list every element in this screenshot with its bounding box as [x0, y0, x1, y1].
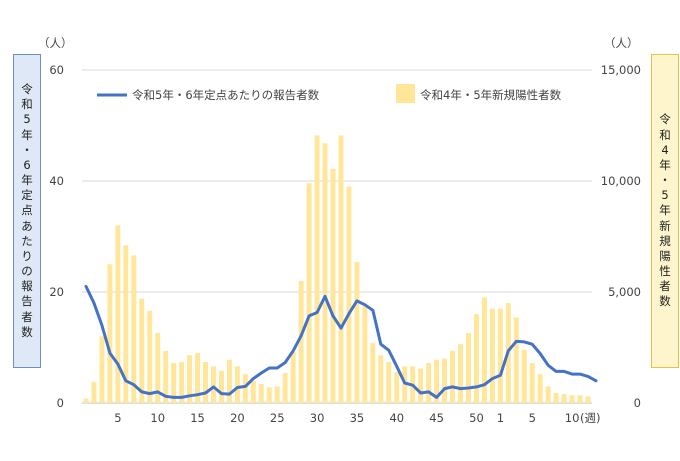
bar — [513, 317, 519, 403]
x-tick-label: 10 — [150, 411, 165, 425]
right-tick-label: 5,000 — [608, 285, 641, 299]
bar — [155, 333, 161, 403]
bar — [450, 350, 456, 403]
bar — [330, 168, 336, 403]
x-tick-label: 45 — [429, 411, 444, 425]
bar — [282, 373, 288, 403]
left-tick-label: 0 — [57, 396, 64, 410]
bar — [354, 262, 360, 403]
bar — [418, 368, 424, 403]
bar — [298, 280, 304, 403]
bar — [147, 310, 153, 403]
bar — [226, 359, 232, 403]
bar — [362, 306, 368, 403]
left-tick-label: 40 — [49, 174, 64, 188]
bar — [370, 343, 376, 403]
x-tick-label: 25 — [270, 411, 285, 425]
bar — [481, 297, 487, 403]
legend: 令和5年・6年定点あたりの報告者数 令和4年・5年新規陽性者数 — [97, 84, 562, 103]
x-tick-label: 5 — [529, 411, 536, 425]
bar — [394, 371, 400, 403]
bar — [386, 361, 392, 403]
x-tick-label: 40 — [389, 411, 404, 425]
bar — [115, 225, 121, 403]
bar — [218, 370, 224, 403]
bar — [378, 355, 384, 403]
bar — [306, 183, 312, 403]
bar — [426, 363, 432, 403]
bar — [139, 298, 145, 403]
line-series — [84, 284, 598, 399]
bar — [585, 396, 591, 403]
bar — [569, 395, 575, 403]
right-axis-title-box: 令和 4 年・ 5 年新規陽性者数 — [651, 54, 679, 368]
bar — [314, 135, 320, 404]
bar — [402, 366, 408, 403]
right-unit-label: （人） — [604, 36, 639, 50]
bar — [322, 143, 328, 403]
bar — [211, 366, 216, 403]
bar — [234, 366, 240, 403]
left-unit-label: （人） — [38, 36, 73, 50]
legend-line-label: 令和5年・6年定点あたりの報告者数 — [132, 88, 320, 102]
bar — [107, 264, 113, 403]
bar — [466, 333, 471, 403]
bar — [545, 386, 551, 403]
bar — [187, 355, 193, 403]
bar — [99, 336, 105, 403]
bar — [442, 358, 448, 403]
bar — [258, 384, 264, 403]
right-tick-label: 0 — [634, 396, 641, 410]
bar — [203, 361, 208, 403]
bar — [537, 374, 543, 403]
right-tick-label: 15,000 — [601, 63, 641, 77]
left-axis-title-box: 令和 5 年・ 6 年定点あたりの報告者数 — [13, 54, 41, 368]
bar — [561, 394, 567, 403]
x-tick-label: 50 — [469, 411, 484, 425]
bar — [458, 344, 463, 403]
left-tick-label: 60 — [49, 63, 64, 77]
bar — [434, 359, 440, 403]
bar — [195, 353, 201, 403]
right-axis-ticks: 0 5,000 10,000 15,000 — [601, 63, 641, 410]
bar — [497, 308, 503, 403]
legend-bar-swatch — [396, 84, 415, 103]
x-unit-label: (週) — [580, 411, 600, 425]
left-axis-ticks: 0 20 40 60 — [49, 63, 64, 410]
bar-series — [83, 135, 591, 404]
bar — [553, 393, 559, 403]
bar — [346, 186, 352, 403]
bar — [83, 398, 89, 403]
bar — [521, 349, 527, 403]
bar — [163, 350, 169, 403]
x-tick-label: 1 — [497, 411, 504, 425]
bar — [338, 135, 344, 404]
bar — [577, 395, 583, 403]
bar — [250, 380, 256, 403]
x-tick-label: 20 — [230, 411, 245, 425]
bar — [242, 374, 248, 403]
x-tick-label: 30 — [310, 411, 325, 425]
bar — [489, 308, 495, 403]
legend-bar-label: 令和4年・5年新規陽性者数 — [420, 88, 562, 102]
bar — [290, 351, 296, 403]
bar — [171, 363, 177, 403]
bar — [91, 381, 97, 403]
bar — [179, 361, 185, 403]
x-tick-label: 5 — [114, 411, 121, 425]
left-tick-label: 20 — [49, 285, 64, 299]
bar — [274, 386, 280, 403]
right-tick-label: 10,000 — [601, 174, 641, 188]
bar — [529, 363, 535, 403]
x-tick-label: 10 — [565, 411, 580, 425]
bar — [131, 255, 137, 403]
x-tick-label: 15 — [190, 411, 205, 425]
x-axis-ticks: 5 10 15 20 25 30 35 40 45 50 1 5 10 — [114, 411, 579, 425]
bar — [123, 245, 129, 403]
x-tick-label: 35 — [350, 411, 365, 425]
bar — [473, 314, 479, 403]
bar — [266, 387, 272, 403]
